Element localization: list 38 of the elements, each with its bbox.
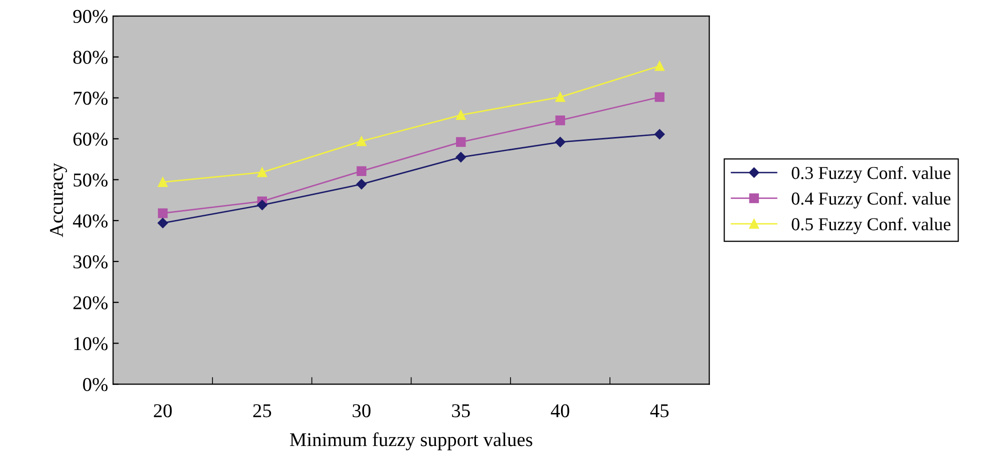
x-tick-label: 30 [352, 404, 370, 418]
y-tick-label: 20% [73, 296, 108, 310]
point [555, 92, 566, 102]
point [456, 110, 466, 120]
point [257, 167, 267, 178]
point [555, 116, 566, 126]
y-tick-label: 80% [73, 50, 108, 64]
legend-label: 0.3 Fuzzy Conf. value [792, 166, 950, 183]
y-tick-label: 30% [74, 255, 108, 268]
legend-label: 0.5 Fuzzy Conf. value [792, 217, 950, 234]
y-tick-label: 70% [74, 92, 108, 105]
point [257, 200, 268, 210]
y-axis-title: Accuracy [50, 162, 68, 238]
x-tick-label: 40 [550, 404, 570, 418]
point [654, 92, 664, 102]
point [158, 177, 168, 187]
x-tick-label: 35 [452, 404, 470, 418]
y-tick-label: 60% [73, 132, 108, 146]
point [456, 152, 466, 162]
point [654, 129, 665, 140]
y-tick-label: 90% [73, 10, 108, 24]
point [456, 137, 466, 147]
x-axis-title: Minimum fuzzy support values [290, 432, 532, 450]
x-tick-label: 25 [253, 404, 272, 418]
y-tick-label: 10% [74, 337, 108, 350]
point [356, 166, 366, 176]
point [158, 218, 168, 228]
x-tick-label: 45 [650, 404, 669, 418]
point [654, 61, 664, 71]
y-tick-label: 0% [83, 378, 108, 392]
point [555, 136, 566, 148]
point [158, 208, 168, 218]
y-tick-label: 40% [72, 214, 108, 228]
point [356, 136, 366, 146]
x-tick-label: 20 [154, 404, 172, 418]
point [356, 179, 367, 190]
legend-label: 0.4 Fuzzy Conf. value [792, 192, 950, 208]
y-tick-label: 50% [74, 173, 108, 187]
